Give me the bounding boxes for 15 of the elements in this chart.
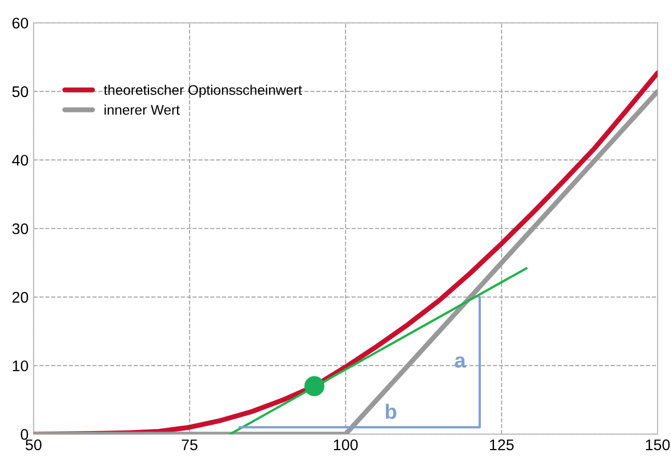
- y-tick-label: 60: [12, 18, 28, 29]
- legend-label: innerer Wert: [104, 104, 180, 115]
- x-tick-label: 50: [26, 439, 42, 450]
- x-tick-label: 100: [334, 439, 358, 450]
- annotation: b: [386, 404, 396, 420]
- x-tick-label: 125: [490, 439, 514, 450]
- y-tick-label: 20: [12, 292, 28, 303]
- y-tick-label: 40: [12, 154, 28, 166]
- x-tick-label: 75: [182, 440, 198, 450]
- y-tick-label: 10: [12, 360, 28, 372]
- y-tick-label: 30: [12, 223, 28, 234]
- y-tick-label: 50: [12, 86, 28, 98]
- x-tick-label: 150: [646, 439, 670, 450]
- legend-label: theoretischer Optionsscheinwert: [104, 84, 302, 98]
- y-tick-label: 0: [20, 429, 28, 440]
